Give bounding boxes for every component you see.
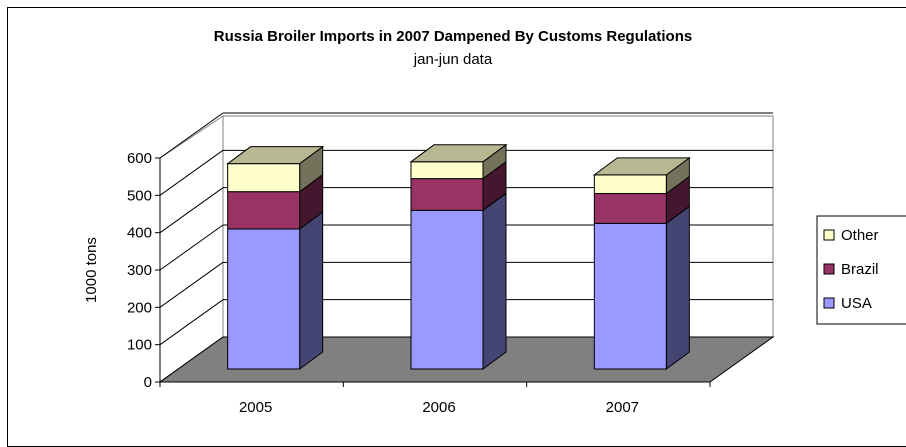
y-tick-label: 0 — [144, 374, 152, 391]
bar-side — [482, 192, 507, 370]
bar-top — [409, 144, 508, 163]
bar-front — [410, 209, 484, 370]
legend-label-other: Other — [841, 227, 879, 244]
y-axis-label: 1000 tons — [83, 237, 100, 303]
bar-front — [227, 191, 301, 230]
legend: Other Brazil USA — [816, 215, 906, 325]
bar-front — [593, 193, 667, 224]
legend-label-brazil: Brazil — [841, 261, 879, 278]
legend-swatch-brazil — [823, 263, 835, 275]
side-gridline — [159, 224, 224, 271]
bars — [226, 143, 691, 370]
side-wall — [159, 115, 224, 383]
side-gridline — [159, 149, 224, 196]
legend-label-usa: USA — [841, 295, 872, 312]
side-gridline — [159, 112, 224, 159]
y-tick-label: 600 — [127, 150, 152, 167]
bar-side — [665, 205, 690, 370]
y-tick-label: 200 — [127, 299, 152, 316]
bar-top — [592, 157, 691, 176]
bar-side — [299, 211, 324, 370]
bar-usa-2006 — [410, 192, 507, 370]
chart-subtitle: jan-jun data — [413, 51, 493, 68]
bar-other-2007 — [592, 156, 691, 195]
y-tick-label: 100 — [127, 337, 152, 354]
bar-front — [410, 178, 484, 211]
bar-other-2005 — [226, 145, 325, 193]
side-gridline — [159, 261, 224, 308]
bar-usa-2005 — [227, 211, 324, 370]
legend-swatch-other — [823, 229, 835, 241]
x-tick-label: 2006 — [422, 399, 455, 416]
axes: 2005 2006 2007 0 100 200 300 400 500 600 1000 tons — [83, 150, 711, 416]
y-tick-label: 500 — [127, 187, 152, 204]
legend-swatch-usa — [823, 297, 835, 309]
y-tick-label: 300 — [127, 262, 152, 279]
chart-title: Russia Broiler Imports in 2007 Dampened … — [213, 28, 693, 45]
x-tick-label: 2007 — [606, 399, 639, 416]
y-tick-label: 400 — [127, 225, 152, 242]
side-gridline — [159, 187, 224, 234]
bar-front — [593, 174, 667, 195]
bar-brazil-2007 — [593, 175, 690, 225]
x-tick-label: 2005 — [239, 399, 272, 416]
bar-front — [593, 222, 667, 370]
bar-brazil-2006 — [410, 160, 507, 212]
bar-front — [227, 163, 301, 193]
bar-usa-2007 — [593, 205, 690, 370]
bar-front — [410, 161, 484, 180]
bar-other-2006 — [409, 143, 508, 180]
bar-top — [226, 146, 325, 165]
side-gridline — [159, 299, 224, 346]
bar-front — [227, 228, 301, 370]
